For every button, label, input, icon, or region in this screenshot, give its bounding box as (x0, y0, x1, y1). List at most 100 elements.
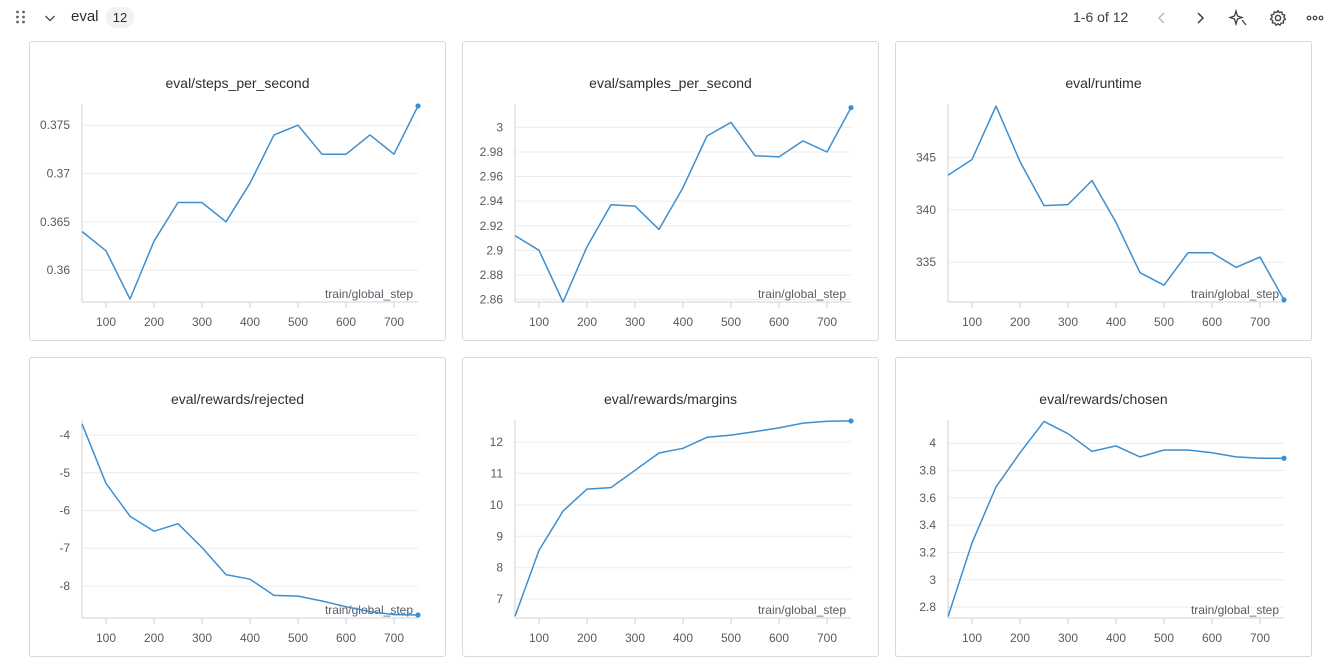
y-tick-label: 3.4 (919, 518, 936, 532)
y-tick-label: 0.365 (40, 215, 70, 229)
y-tick-label: 2.9 (486, 243, 503, 257)
x-tick-label: 700 (817, 315, 837, 329)
x-tick-label: 100 (962, 315, 982, 329)
x-tick-label: 300 (625, 315, 645, 329)
chart-title: eval/rewards/chosen (1039, 391, 1167, 407)
line-chart: eval/rewards/margins 7 8 9 10 11 12 100 200 300 40… (490, 391, 854, 645)
line-chart: eval/rewards/rejected -8 -7 -6 -5 -4 100 200 300… (59, 391, 421, 645)
gear-icon[interactable] (1268, 8, 1288, 28)
x-tick-label: 400 (240, 631, 260, 645)
x-tick-label: 200 (1010, 315, 1030, 329)
x-tick-label: 200 (144, 631, 164, 645)
last-point-marker (415, 612, 421, 618)
x-tick-label: 600 (336, 631, 356, 645)
x-tick-label: 500 (288, 631, 308, 645)
x-axis-label: train/global_step (325, 287, 413, 301)
x-tick-label: 400 (1106, 315, 1126, 329)
y-tick-label: 2.8 (919, 600, 936, 614)
last-point-marker (415, 103, 421, 109)
x-axis-label: train/global_step (1191, 603, 1279, 617)
x-tick-label: 400 (240, 315, 260, 329)
y-tick-label: 2.88 (480, 268, 504, 282)
x-tick-label: 400 (673, 315, 693, 329)
section-header: eval 12 1-6 of 12 (0, 0, 1337, 36)
y-tick-label: 3 (496, 120, 503, 134)
x-tick-label: 300 (625, 631, 645, 645)
more-icon[interactable] (1305, 8, 1325, 28)
x-tick-label: 300 (192, 315, 212, 329)
chart-title: eval/samples_per_second (589, 75, 752, 91)
y-tick-label: 9 (496, 529, 503, 543)
x-tick-label: 600 (336, 315, 356, 329)
line-chart: eval/samples_per_second 2.86 2.88 2.9 2.92 2.… (480, 75, 854, 329)
chart-title: eval/rewards/margins (604, 391, 737, 407)
y-tick-label: 7 (496, 592, 503, 606)
x-tick-label: 700 (384, 631, 404, 645)
last-point-marker (848, 418, 854, 424)
x-tick-label: 600 (769, 631, 789, 645)
y-tick-label: 0.37 (47, 167, 71, 181)
y-tick-label: 2.86 (480, 293, 504, 307)
y-tick-label: 0.375 (40, 118, 70, 132)
y-tick-label: -4 (59, 428, 70, 442)
last-point-marker (848, 105, 854, 111)
last-point-marker (1281, 297, 1287, 303)
x-tick-label: 100 (529, 315, 549, 329)
series-line (81, 423, 419, 616)
sparkle-icon[interactable] (1228, 8, 1248, 28)
panel-count-badge: 12 (106, 7, 134, 28)
x-tick-label: 700 (384, 315, 404, 329)
y-tick-label: 2.98 (480, 145, 504, 159)
chevron-down-icon[interactable] (42, 10, 58, 26)
x-tick-label: 500 (721, 631, 741, 645)
y-tick-label: 8 (496, 561, 503, 575)
x-tick-label: 500 (288, 315, 308, 329)
x-tick-label: 200 (1010, 631, 1030, 645)
x-tick-label: 300 (1058, 315, 1078, 329)
x-tick-label: 400 (673, 631, 693, 645)
x-tick-label: 200 (144, 315, 164, 329)
x-axis-label: train/global_step (758, 603, 846, 617)
y-tick-label: 0.36 (47, 263, 71, 277)
y-tick-label: -5 (59, 466, 70, 480)
line-chart: eval/rewards/chosen 2.8 3 3.2 3.4 3.6 3.8 4 100 2… (919, 391, 1287, 645)
y-tick-label: 3.8 (919, 464, 936, 478)
x-tick-label: 200 (577, 315, 597, 329)
chevron-right-icon[interactable] (1190, 8, 1210, 28)
chart-panel-rewards-margins[interactable]: eval/rewards/margins 7 8 9 10 11 12 100 200 300 40… (462, 357, 879, 657)
x-tick-label: 300 (1058, 631, 1078, 645)
series-line (947, 420, 1284, 617)
chevron-left-icon[interactable] (1152, 8, 1172, 28)
chart-title: eval/runtime (1065, 75, 1141, 91)
y-tick-label: 12 (490, 435, 504, 449)
chart-panel-samples-per-second[interactable]: eval/samples_per_second 2.86 2.88 2.9 2.92 2.… (462, 41, 879, 341)
chart-panel-rewards-chosen[interactable]: eval/rewards/chosen 2.8 3 3.2 3.4 3.6 3.8 4 100 2… (895, 357, 1312, 657)
y-tick-label: -8 (59, 579, 70, 593)
y-tick-label: -7 (59, 541, 70, 555)
y-tick-label: 340 (916, 203, 936, 217)
x-tick-label: 100 (96, 631, 116, 645)
y-tick-label: 3 (929, 573, 936, 587)
y-tick-label: 2.96 (480, 170, 504, 184)
x-tick-label: 600 (1202, 631, 1222, 645)
y-tick-label: -6 (59, 504, 70, 518)
series-line (81, 105, 419, 300)
x-tick-label: 700 (817, 631, 837, 645)
x-tick-label: 500 (1154, 315, 1174, 329)
x-tick-label: 300 (192, 631, 212, 645)
x-tick-label: 700 (1250, 631, 1270, 645)
chart-panel-steps-per-second[interactable]: eval/steps_per_second 0.36 0.365 0.37 0.375 1… (29, 41, 446, 341)
pagination-text: 1-6 of 12 (1073, 9, 1129, 25)
x-tick-label: 200 (577, 631, 597, 645)
drag-handle-icon[interactable] (14, 9, 28, 25)
y-tick-label: 2.94 (480, 194, 504, 208)
x-tick-label: 100 (962, 631, 982, 645)
x-tick-label: 400 (1106, 631, 1126, 645)
x-tick-label: 500 (721, 315, 741, 329)
x-axis-label: train/global_step (1191, 287, 1279, 301)
y-tick-label: 11 (491, 466, 504, 480)
y-tick-label: 3.6 (919, 491, 936, 505)
chart-panel-runtime[interactable]: eval/runtime 335 340 345 100 200 300 400 500 600 7… (895, 41, 1312, 341)
y-tick-label: 345 (916, 150, 936, 164)
chart-panel-rewards-rejected[interactable]: eval/rewards/rejected -8 -7 -6 -5 -4 100 200 300… (29, 357, 446, 657)
